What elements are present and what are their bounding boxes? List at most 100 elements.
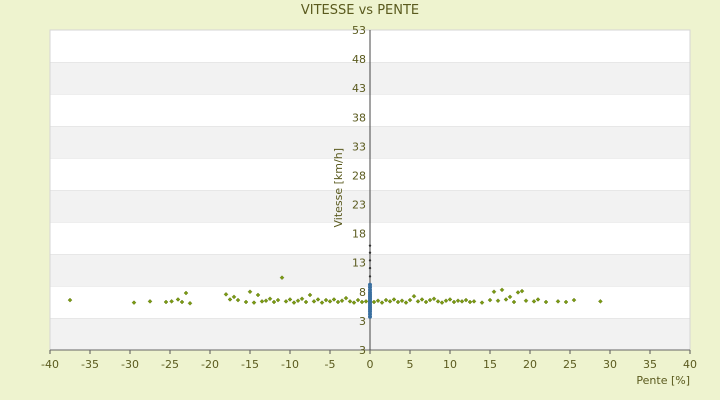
data-point xyxy=(515,290,521,295)
data-point xyxy=(271,299,277,305)
data-point xyxy=(179,299,185,305)
data-point xyxy=(407,297,413,303)
x-tick-label: -25 xyxy=(161,358,179,371)
data-point xyxy=(251,300,257,305)
data-point xyxy=(267,296,273,302)
data-point xyxy=(519,288,525,294)
x-tick-label: -15 xyxy=(241,358,259,371)
x-tick-label: -10 xyxy=(281,358,299,371)
data-point xyxy=(259,299,265,304)
data-point xyxy=(459,299,465,304)
data-point xyxy=(263,298,269,304)
data-point xyxy=(368,266,372,270)
data-point xyxy=(431,296,437,302)
x-tick-label: 30 xyxy=(603,358,617,371)
data-point xyxy=(439,300,445,305)
data-point xyxy=(427,297,433,303)
data-point xyxy=(315,297,321,302)
data-point xyxy=(287,297,293,302)
data-point xyxy=(447,297,453,302)
data-point xyxy=(415,299,421,304)
y-tick-label: 13 xyxy=(352,257,366,270)
data-point xyxy=(443,298,449,304)
data-point xyxy=(368,244,372,247)
data-point xyxy=(363,299,369,304)
data-point xyxy=(419,297,425,302)
data-point xyxy=(347,299,353,304)
data-point xyxy=(383,297,389,303)
data-point xyxy=(359,299,365,305)
data-point xyxy=(387,299,393,304)
data-point xyxy=(471,299,477,304)
data-point xyxy=(323,297,329,303)
data-point xyxy=(491,289,497,295)
x-tick-label: 15 xyxy=(483,358,497,371)
data-point xyxy=(339,298,345,304)
y-tick-label: 8 xyxy=(359,286,366,299)
data-point xyxy=(368,275,372,278)
data-point xyxy=(335,299,341,305)
data-point xyxy=(283,299,289,304)
data-point xyxy=(147,299,153,304)
data-point xyxy=(543,299,549,305)
data-point xyxy=(563,299,569,305)
data-point xyxy=(379,300,385,305)
x-tick-label: 40 xyxy=(683,358,697,371)
x-tick-label: 20 xyxy=(523,358,537,371)
data-point xyxy=(598,299,603,304)
y-tick-label: 53 xyxy=(352,24,366,37)
data-point xyxy=(169,299,174,304)
data-point xyxy=(375,298,381,304)
data-point xyxy=(231,294,237,300)
y-tick-label: 43 xyxy=(352,82,366,95)
y-tick-label: 33 xyxy=(352,140,366,153)
data-point xyxy=(487,297,493,303)
y-axis-label: Vitesse [km/h] xyxy=(332,148,345,228)
data-point xyxy=(303,299,309,305)
data-point xyxy=(307,292,313,298)
data-point xyxy=(299,296,305,302)
data-point xyxy=(67,297,73,303)
data-point xyxy=(403,300,409,305)
y-tick-label: 3 xyxy=(359,315,366,328)
data-point xyxy=(327,299,333,304)
data-point xyxy=(319,300,325,305)
data-point xyxy=(343,295,349,301)
data-point xyxy=(175,297,181,302)
data-point xyxy=(131,300,137,305)
data-point xyxy=(535,297,541,302)
data-point xyxy=(571,297,577,303)
data-point xyxy=(531,299,537,304)
x-tick-label: 5 xyxy=(407,358,414,371)
data-point xyxy=(435,299,441,304)
x-tick-label: -5 xyxy=(325,358,336,371)
data-point xyxy=(291,300,297,305)
y-tick-label: 18 xyxy=(352,228,366,241)
data-point xyxy=(467,299,473,305)
x-tick-label: 10 xyxy=(443,358,457,371)
data-point xyxy=(523,298,529,304)
data-point xyxy=(495,298,501,304)
data-point xyxy=(311,299,317,304)
x-ticks: -40 -35 -30 -25 -20 -15 -10 -5 0 5 10 15 20 25 30 35 40 xyxy=(41,349,697,371)
data-point xyxy=(187,300,193,306)
data-point xyxy=(368,251,372,254)
data-point xyxy=(455,298,461,304)
x-tick-label: 25 xyxy=(563,358,577,371)
y-tick-label: 28 xyxy=(352,169,366,182)
y-tick-label: 3 xyxy=(359,344,366,357)
x-tick-label: -40 xyxy=(41,358,59,371)
data-point xyxy=(227,297,233,302)
data-point xyxy=(463,297,469,303)
data-point xyxy=(503,297,509,302)
chart-title: VITESSE vs PENTE xyxy=(301,3,419,18)
data-point xyxy=(235,297,241,303)
data-point xyxy=(371,299,377,305)
data-point xyxy=(163,299,169,305)
data-point xyxy=(451,299,457,305)
data-point xyxy=(479,300,485,305)
data-point xyxy=(555,299,561,304)
y-tick-label: 23 xyxy=(352,199,366,212)
